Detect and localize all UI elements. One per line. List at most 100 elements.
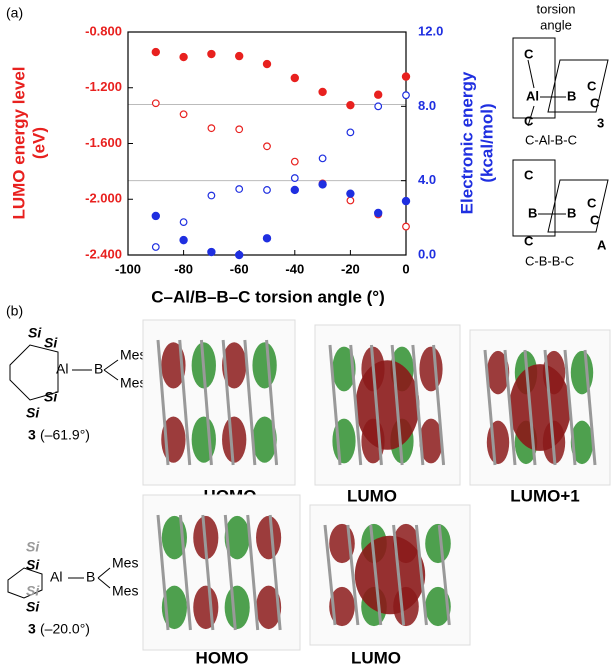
lobe <box>354 535 426 615</box>
bond-stick <box>243 339 257 466</box>
point <box>179 52 188 62</box>
point <box>151 211 160 221</box>
schematic: torsion angle C C C C Al B 3 C-Al-B-C C … <box>512 1 609 268</box>
y2-axis-label: Electronic energy (kcal/mol) <box>457 71 496 214</box>
bond-stick <box>346 524 360 626</box>
lobe <box>425 523 451 564</box>
y-axis-label-line: LUMO energy level <box>9 66 28 219</box>
x-tick-label: -60 <box>230 261 249 276</box>
point <box>290 157 299 166</box>
point <box>402 222 410 231</box>
point <box>179 235 188 245</box>
atom: Al <box>56 361 68 377</box>
atom: B <box>86 569 95 585</box>
point <box>179 218 188 227</box>
substituent: Mes <box>120 347 146 363</box>
atom: C <box>590 95 600 110</box>
bond-stick <box>221 339 235 466</box>
si: Si <box>26 599 40 615</box>
torsion: (–61.9°) <box>40 427 90 443</box>
y2-tick-label: 4.0 <box>418 172 436 187</box>
bond-stick <box>268 514 282 631</box>
bond <box>103 359 119 371</box>
point <box>374 102 383 111</box>
lobe <box>224 585 250 630</box>
point <box>263 186 271 194</box>
si: Si <box>26 539 40 555</box>
bond-stick <box>583 349 597 466</box>
lobe <box>419 346 443 392</box>
point <box>235 185 244 193</box>
orbital-image <box>314 324 461 486</box>
structure-1: Si Si Si Si Al B Mes Mes 3 (–61.9°) <box>9 325 146 443</box>
x-tick-label: 0 <box>402 261 409 276</box>
bond-stick <box>369 524 383 626</box>
bond-stick <box>483 349 497 466</box>
point <box>234 51 244 61</box>
y2-tick-label: 8.0 <box>418 98 436 113</box>
point <box>346 196 355 205</box>
compound-label: A <box>597 237 607 252</box>
lobe <box>332 346 356 392</box>
point <box>290 73 299 83</box>
bond <box>527 59 535 89</box>
point <box>401 196 411 206</box>
bond-stick <box>246 514 260 631</box>
si: Si <box>26 583 40 599</box>
si: Si <box>44 335 58 351</box>
lobe <box>419 418 443 464</box>
y-axis-label: LUMO energy level (eV) <box>9 66 48 219</box>
schematic-title: torsion <box>536 1 575 16</box>
y2-axis-label-line: (kcal/mol) <box>477 103 496 182</box>
point <box>290 174 299 182</box>
y-tick-label: -1.600 <box>85 135 122 150</box>
bond-stick <box>437 524 451 626</box>
bond-stick <box>223 514 237 631</box>
orbital-image <box>142 319 296 486</box>
lobe <box>222 342 247 389</box>
x-tick-label: -100 <box>115 261 141 276</box>
compound-label: 3 <box>597 115 604 130</box>
point <box>402 91 410 100</box>
bond-stick <box>178 339 192 466</box>
bond-stick <box>523 349 537 466</box>
atom: C <box>524 46 534 61</box>
caption: C-B-B-C <box>525 253 574 268</box>
point <box>318 87 327 97</box>
si: Si <box>28 325 42 341</box>
substituent: Mes <box>120 375 146 391</box>
caption: C-Al-B-C <box>525 132 577 147</box>
orbital-label: HOMO <box>196 648 249 667</box>
atom: C <box>587 78 597 93</box>
point <box>151 47 160 57</box>
orbital-label: LUMO+1 <box>510 486 579 505</box>
plane <box>547 179 609 233</box>
point <box>151 243 160 251</box>
bond-stick <box>328 344 342 466</box>
x-tick-label: -40 <box>285 261 304 276</box>
point <box>235 125 244 134</box>
lobe <box>256 585 282 630</box>
lobe <box>193 585 219 630</box>
panel-label: (a) <box>6 5 23 21</box>
point <box>346 100 355 110</box>
point <box>179 110 188 119</box>
atom: C <box>524 167 534 182</box>
point <box>318 154 327 163</box>
bond-stick <box>563 349 577 466</box>
lobe <box>570 420 594 465</box>
bond <box>527 105 535 127</box>
si: Si <box>26 405 40 421</box>
point <box>374 208 383 218</box>
orbital-image <box>309 504 471 646</box>
point <box>318 180 327 189</box>
si: Si <box>44 389 58 405</box>
lobe <box>355 360 420 450</box>
bond-stick <box>369 344 383 466</box>
point <box>263 142 271 151</box>
bond-stick <box>543 349 557 466</box>
ring <box>9 344 59 401</box>
point <box>151 99 160 108</box>
lobe <box>191 416 216 463</box>
